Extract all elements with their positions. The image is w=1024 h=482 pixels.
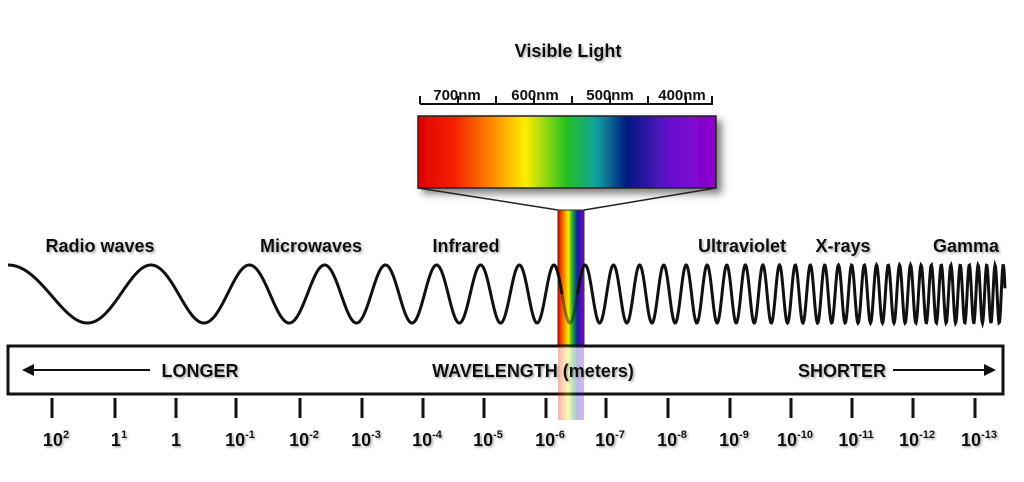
scale-exp: 2: [63, 429, 69, 441]
scale-base: 10: [289, 430, 309, 450]
scale-base: 10: [412, 430, 432, 450]
scale-label: 10-6: [535, 429, 565, 450]
visible-scale-label: 500nm: [586, 87, 634, 104]
scale-base: 10: [838, 430, 858, 450]
visible-ruler: [419, 96, 713, 105]
funnel-line: [583, 187, 717, 211]
scale-base: 10: [961, 430, 981, 450]
scale-base: 10: [899, 430, 919, 450]
band-label: X-rays: [815, 236, 870, 256]
scale-exp: -11: [858, 429, 873, 441]
scale-label: 10-3: [351, 429, 381, 450]
scale-label: 10-2: [289, 429, 319, 450]
arrow-head: [22, 364, 34, 376]
scale-exp: -12: [919, 429, 935, 441]
bar-right: SHORTER: [798, 361, 886, 381]
visible-strip-over: [558, 294, 584, 346]
visible-strip-faded: [558, 346, 584, 420]
scale-exp: -2: [309, 429, 319, 441]
bar-center: WAVELENGTH (meters): [432, 361, 634, 381]
bar-left: LONGER: [161, 361, 238, 381]
scale-label: 10-11: [838, 429, 873, 450]
band-label: Microwaves: [260, 236, 362, 256]
visible-scale-label: 700nm: [433, 87, 481, 104]
scale-label: 10-13: [961, 429, 997, 450]
visible-title: Visible Light: [515, 41, 622, 61]
scale-base: 10: [43, 430, 63, 450]
scale-label: 10-10: [777, 429, 813, 450]
scale-base: 10: [595, 430, 615, 450]
scale-label: 10-4: [412, 429, 443, 450]
scale-base: 10: [351, 430, 371, 450]
scale-base: 1: [111, 430, 121, 450]
scale-base: 1: [171, 430, 181, 450]
scale-exp: -4: [432, 429, 443, 441]
scale-exp: -8: [677, 429, 687, 441]
band-label: Infrared: [432, 236, 499, 256]
scale-exp: -9: [739, 429, 749, 441]
scale-label: 102: [43, 429, 69, 450]
scale-label: 11: [111, 429, 127, 450]
scale-base: 10: [777, 430, 797, 450]
funnel-line: [417, 187, 559, 211]
wavelength-bar: [6, 344, 1005, 396]
scale-exp: -10: [797, 429, 813, 441]
visible-scale-label: 600nm: [511, 87, 559, 104]
scale-exp: -13: [981, 429, 997, 441]
scale-exp: -5: [493, 429, 503, 441]
visible-scale-label: 400nm: [658, 87, 706, 104]
scale-label: 10-8: [657, 429, 687, 450]
scale-base: 10: [225, 430, 245, 450]
scale-label: 1: [171, 430, 181, 450]
scale-label: 10-9: [719, 429, 749, 450]
scale-base: 10: [473, 430, 493, 450]
arrow-head: [984, 364, 996, 376]
scale-exp: -3: [371, 429, 381, 441]
visible-spectrum: [417, 115, 717, 189]
scale-exp: -1: [245, 429, 255, 441]
scale-exp: -6: [555, 429, 565, 441]
scale-exp: 1: [121, 429, 127, 441]
scale-label: 10-5: [473, 429, 503, 450]
scale-base: 10: [657, 430, 677, 450]
wave: [8, 259, 1007, 329]
band-label: Radio waves: [45, 236, 154, 256]
scale-label: 10-12: [899, 429, 935, 450]
scale-label: 10-1: [225, 429, 255, 450]
band-label: Gamma: [933, 236, 1000, 256]
band-label: Ultraviolet: [698, 236, 786, 256]
scale-exp: -7: [615, 429, 625, 441]
scale-label: 10-7: [595, 429, 625, 450]
scale-base: 10: [535, 430, 555, 450]
scale-base: 10: [719, 430, 739, 450]
